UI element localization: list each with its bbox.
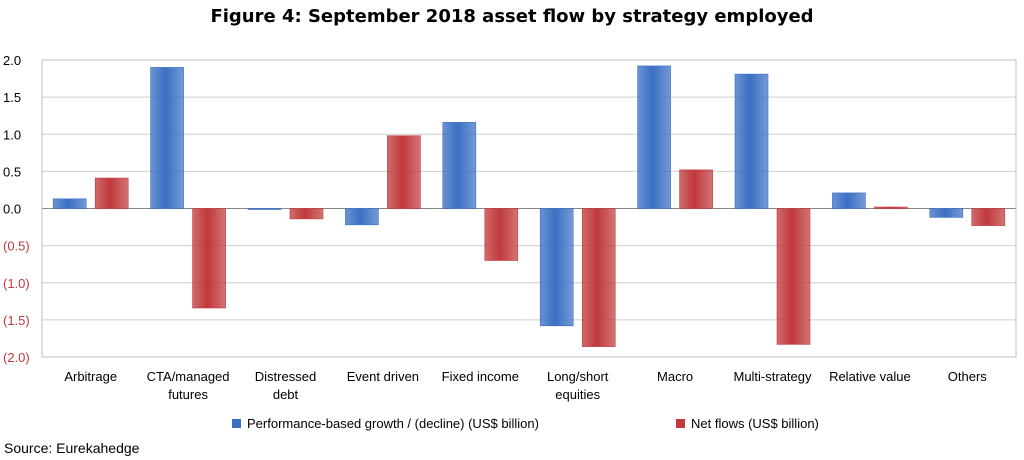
legend-label-performance: Performance-based growth / (decline) (US…: [247, 416, 539, 431]
x-tick-label: Fixed income: [442, 369, 519, 384]
legend-item-performance: Performance-based growth / (decline) (US…: [232, 416, 539, 431]
y-tick-label: 1.5: [3, 90, 21, 105]
bar-performance: [345, 208, 379, 226]
bar-net-flows: [94, 177, 129, 209]
x-tick-label: debt: [273, 387, 299, 402]
x-tick-label: CTA/managed: [147, 369, 230, 384]
y-tick-label: 1.0: [3, 127, 21, 142]
x-tick-label: Multi-strategy: [733, 369, 812, 384]
y-tick-label: (0.5): [3, 239, 30, 254]
y-tick-label: (1.5): [3, 313, 30, 328]
bar-net-flows: [679, 169, 713, 209]
bar-net-flows: [192, 208, 226, 309]
legend-swatch-net-flows: [676, 419, 685, 428]
chart-title: Figure 4: September 2018 asset flow by s…: [210, 6, 814, 27]
bar-performance: [442, 122, 477, 209]
y-tick-label: 0.0: [3, 202, 21, 217]
legend-item-net-flows: Net flows (US$ billion): [676, 416, 819, 431]
bar-net-flows: [289, 208, 324, 220]
x-tick-label: futures: [168, 387, 208, 402]
x-tick-label: Others: [948, 369, 988, 384]
bar-net-flows: [776, 208, 811, 345]
x-tick-label: Distressed: [255, 369, 316, 384]
bar-net-flows: [874, 206, 908, 209]
source-note: Source: Eurekahedge: [4, 440, 140, 456]
bar-net-flows: [581, 208, 616, 347]
x-tick-label: Relative value: [829, 369, 911, 384]
x-tick-label: Event driven: [347, 369, 419, 384]
bar-performance: [929, 208, 964, 218]
plot-frame: [41, 59, 1017, 358]
bar-performance: [637, 65, 671, 209]
bar-net-flows: [387, 135, 421, 209]
y-tick-label: 2.0: [3, 53, 21, 68]
bar-chart: 2.0 1.5 1.0 0.5 0.0 (0.5) (1.0) (1.5) (2.0) Arbit…: [3, 53, 1017, 402]
bar-performance: [734, 73, 769, 209]
bar-net-flows: [484, 208, 519, 261]
bar-performance: [832, 192, 866, 209]
bar-performance: [52, 198, 87, 209]
bar-performance: [247, 208, 282, 210]
x-tick-label: Arbitrage: [64, 369, 117, 384]
chart-legend: Performance-based growth / (decline) (US…: [0, 416, 1024, 436]
x-tick-label: equities: [555, 387, 600, 402]
y-tick-label: (2.0): [3, 350, 30, 365]
bar-performance: [539, 208, 574, 327]
bar-performance: [150, 67, 184, 209]
legend-swatch-performance: [232, 419, 241, 428]
bar-net-flows: [971, 208, 1006, 226]
x-tick-label: Long/short: [547, 369, 609, 384]
x-tick-label: Macro: [657, 369, 693, 384]
legend-label-net-flows: Net flows (US$ billion): [691, 416, 819, 431]
y-tick-label: (1.0): [3, 276, 30, 291]
y-tick-label: 0.5: [3, 164, 21, 179]
